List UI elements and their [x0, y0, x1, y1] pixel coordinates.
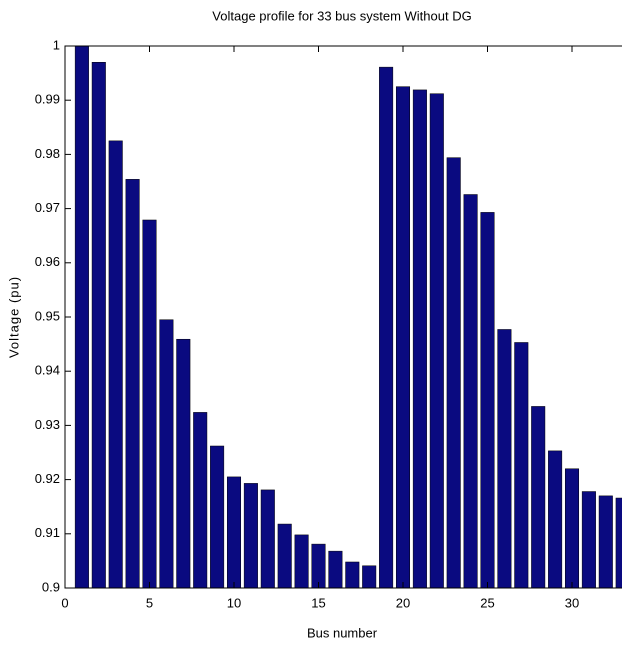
y-tick-label: 0.99 [35, 92, 60, 107]
bar [598, 495, 613, 589]
bar [531, 406, 546, 589]
bar [480, 212, 495, 589]
y-tick-label: 1 [53, 37, 60, 52]
bar [395, 86, 411, 589]
bar [429, 93, 444, 589]
y-tick-label: 0.92 [35, 471, 60, 486]
y-tick-label: 0.98 [35, 146, 60, 161]
bar [311, 543, 326, 589]
bar [226, 476, 242, 589]
y-tick-label: 0.97 [35, 200, 60, 215]
y-tick-label: 0.93 [35, 417, 60, 432]
bar [277, 523, 292, 589]
bar [379, 66, 394, 589]
bar [564, 468, 580, 589]
bar [91, 62, 106, 589]
bar [362, 565, 377, 589]
chart-title: Voltage profile for 33 bus system Withou… [212, 8, 471, 23]
bar [294, 534, 309, 589]
bar [514, 342, 529, 589]
x-tick-label: 20 [396, 595, 410, 610]
bar [159, 319, 174, 589]
bar [581, 491, 596, 589]
bar [615, 497, 622, 589]
x-tick-label: 30 [565, 595, 579, 610]
bar [345, 561, 360, 589]
bar [446, 157, 461, 589]
y-tick-label: 0.91 [35, 525, 60, 540]
x-tick-label: 0 [61, 595, 68, 610]
bar [412, 89, 427, 589]
bar [548, 450, 563, 589]
bar [243, 483, 258, 589]
bar [142, 219, 157, 589]
y-tick-label: 0.9 [42, 579, 60, 594]
y-tick-label: 0.96 [35, 254, 60, 269]
x-tick-label: 15 [311, 595, 325, 610]
bar [125, 179, 140, 589]
bar [328, 550, 343, 589]
x-tick-label: 25 [480, 595, 494, 610]
bar [463, 194, 478, 589]
bar [108, 140, 123, 589]
bar [176, 338, 191, 589]
y-tick-label: 0.94 [35, 363, 60, 378]
bar [497, 329, 512, 589]
bar [260, 489, 275, 589]
bar [193, 412, 208, 589]
x-tick-label: 5 [146, 595, 153, 610]
y-axis-label: Voltage (pu) [6, 276, 21, 358]
bar [74, 45, 89, 589]
bar [210, 445, 225, 589]
y-tick-label: 0.95 [35, 308, 60, 323]
x-tick-label: 10 [227, 595, 241, 610]
x-axis-label: Bus number [307, 625, 378, 640]
